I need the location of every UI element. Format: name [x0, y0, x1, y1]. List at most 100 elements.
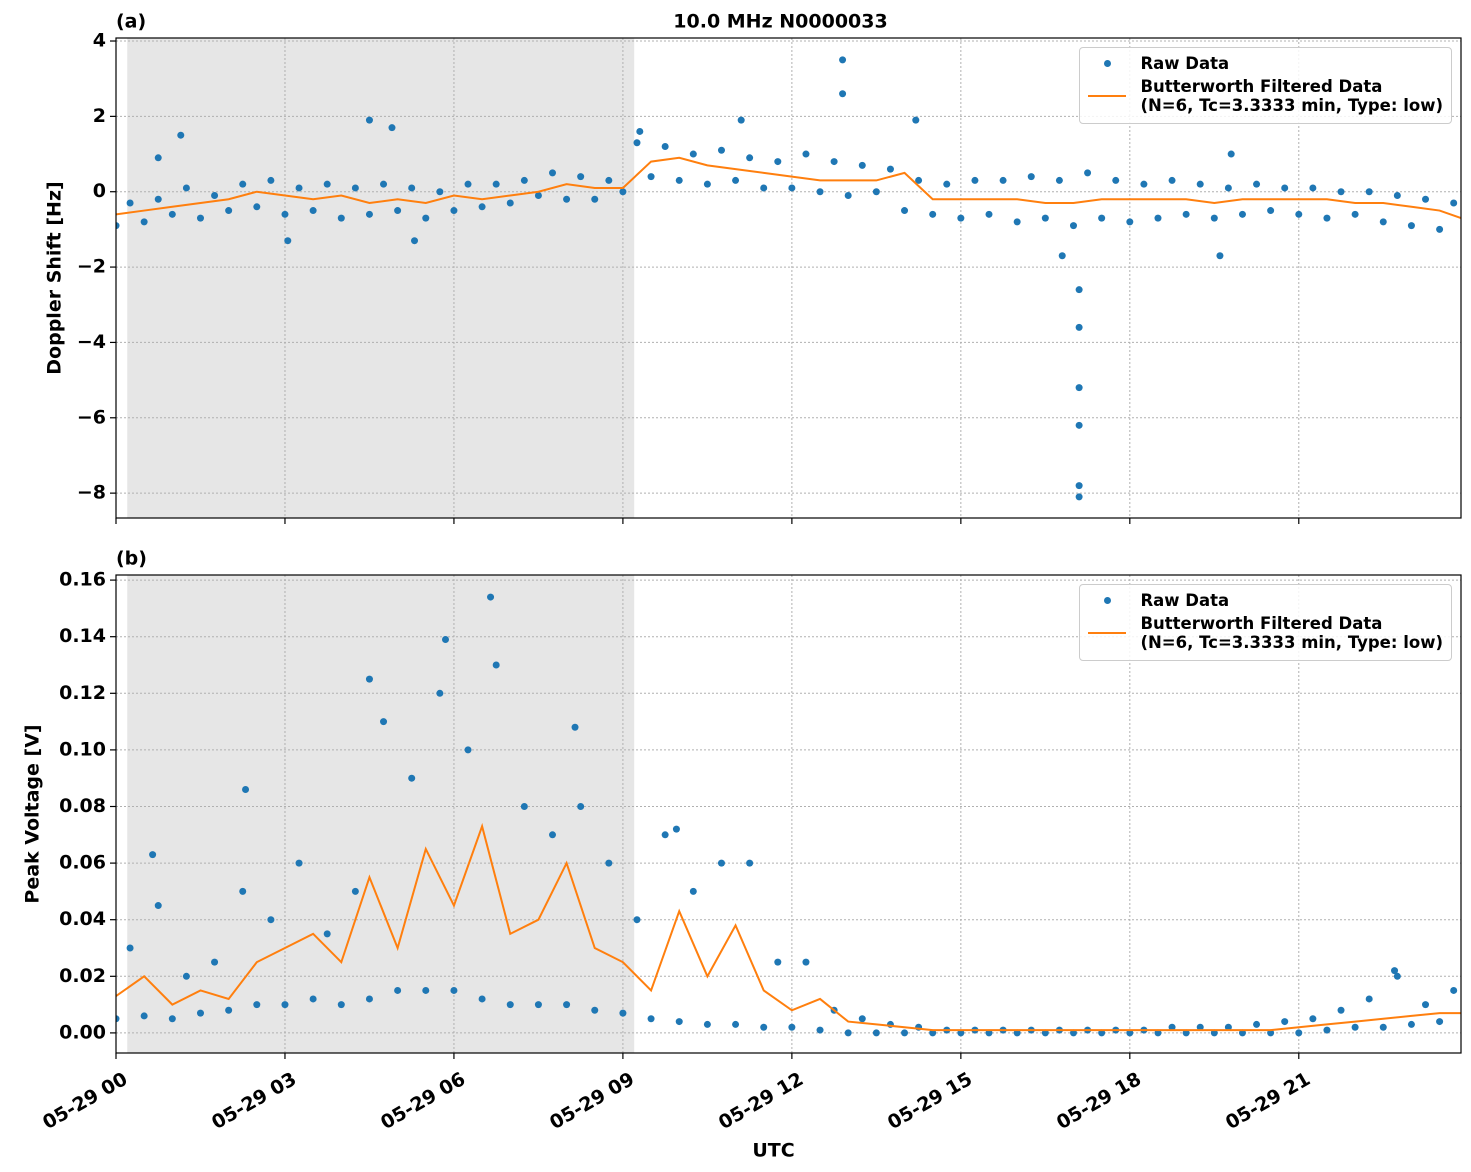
legend-label: Raw Data — [1140, 591, 1230, 610]
raw-point — [309, 995, 317, 1003]
x-tick-label: 05-29 09 — [546, 1068, 638, 1134]
legend: Raw Data Butterworth Filtered Data (N=6, … — [1079, 584, 1452, 661]
raw-point — [717, 146, 725, 154]
raw-point — [1379, 218, 1387, 226]
raw-point — [337, 1001, 345, 1009]
y-tick-label: 4 — [93, 30, 106, 52]
raw-point — [886, 165, 894, 173]
raw-point — [912, 116, 920, 124]
filtered-line — [116, 822, 1461, 1032]
x-tick-label: 05-29 00 — [39, 1068, 131, 1134]
raw-point — [1069, 1029, 1077, 1037]
axes-frame — [115, 574, 1462, 1054]
raw-point — [478, 995, 486, 1003]
raw-point — [380, 718, 388, 726]
raw-point — [1422, 1001, 1430, 1009]
raw-point — [182, 972, 190, 980]
shaded-span — [127, 38, 635, 518]
legend-swatch — [1088, 54, 1128, 73]
raw-point — [1391, 967, 1399, 975]
raw-point — [1168, 1023, 1176, 1031]
raw-point — [464, 746, 472, 754]
raw-point — [774, 158, 782, 166]
raw-point — [351, 184, 359, 192]
raw-point — [1126, 1029, 1134, 1037]
raw-point — [337, 214, 345, 222]
raw-point — [126, 199, 134, 207]
raw-point — [487, 593, 495, 601]
raw-point — [929, 210, 937, 218]
raw-point — [1055, 176, 1063, 184]
raw-point — [985, 1029, 993, 1037]
raw-point — [1351, 210, 1359, 218]
raw-point — [929, 1029, 937, 1037]
raw-point — [225, 207, 233, 215]
raw-point — [1407, 1020, 1415, 1028]
raw-point — [732, 1020, 740, 1028]
raw-point — [563, 195, 571, 203]
raw-point — [1267, 1029, 1275, 1037]
legend-swatch — [1088, 591, 1128, 610]
raw-point — [1295, 1029, 1303, 1037]
raw-point — [464, 180, 472, 188]
raw-point — [830, 158, 838, 166]
raw-point — [1295, 210, 1303, 218]
raw-point — [211, 958, 219, 966]
raw-point — [1041, 1029, 1049, 1037]
raw-point — [802, 150, 810, 158]
raw-point — [1309, 184, 1317, 192]
raw-point — [1069, 222, 1077, 230]
x-tick-label: 05-29 15 — [884, 1068, 976, 1134]
raw-point — [703, 180, 711, 188]
raw-point — [239, 180, 247, 188]
raw-point — [196, 214, 204, 222]
raw-point — [661, 831, 669, 839]
legend-item: Butterworth Filtered Data (N=6, Tc=3.333… — [1088, 77, 1443, 115]
legend-label: Butterworth Filtered Data (N=6, Tc=3.333… — [1140, 614, 1443, 652]
y-axis-label: Doppler Shift [Hz] — [44, 181, 66, 374]
raw-point — [703, 1020, 711, 1028]
raw-point — [1182, 210, 1190, 218]
raw-point — [1407, 222, 1415, 230]
x-tick-label: 05-29 03 — [208, 1068, 300, 1134]
raw-point — [1210, 1029, 1218, 1037]
raw-point — [365, 116, 373, 124]
x-tick-label: 05-29 12 — [715, 1068, 807, 1134]
raw-point — [1075, 323, 1083, 331]
chart-title: 10.0 MHz N0000033 — [673, 11, 887, 33]
y-tick-label: 0.16 — [59, 569, 106, 591]
x-tick-label: 05-29 21 — [1222, 1068, 1314, 1134]
axes-frame — [115, 37, 1462, 519]
raw-point — [182, 184, 190, 192]
raw-point — [872, 188, 880, 196]
raw-point — [619, 188, 627, 196]
raw-point — [323, 180, 331, 188]
raw-point — [1210, 214, 1218, 222]
raw-point — [1422, 195, 1430, 203]
raw-point — [943, 180, 951, 188]
raw-point — [1238, 1029, 1246, 1037]
plot-area — [116, 593, 1461, 1037]
raw-point — [1182, 1029, 1190, 1037]
raw-point — [760, 184, 768, 192]
raw-point — [126, 944, 134, 952]
y-tick-label: 0.06 — [59, 852, 106, 874]
raw-point — [242, 786, 250, 794]
raw-point — [394, 207, 402, 215]
raw-point — [450, 986, 458, 994]
raw-point — [225, 1006, 233, 1014]
raw-point — [605, 176, 613, 184]
raw-point — [717, 859, 725, 867]
raw-point — [253, 1001, 261, 1009]
raw-point — [1084, 169, 1092, 177]
raw-point — [605, 859, 613, 867]
raw-point — [239, 887, 247, 895]
raw-point — [1337, 1006, 1345, 1014]
raw-point — [365, 995, 373, 1003]
raw-point — [1196, 180, 1204, 188]
raw-point — [746, 154, 754, 162]
raw-point — [436, 689, 444, 697]
legend-label: Butterworth Filtered Data (N=6, Tc=3.333… — [1140, 77, 1443, 115]
raw-point — [295, 184, 303, 192]
